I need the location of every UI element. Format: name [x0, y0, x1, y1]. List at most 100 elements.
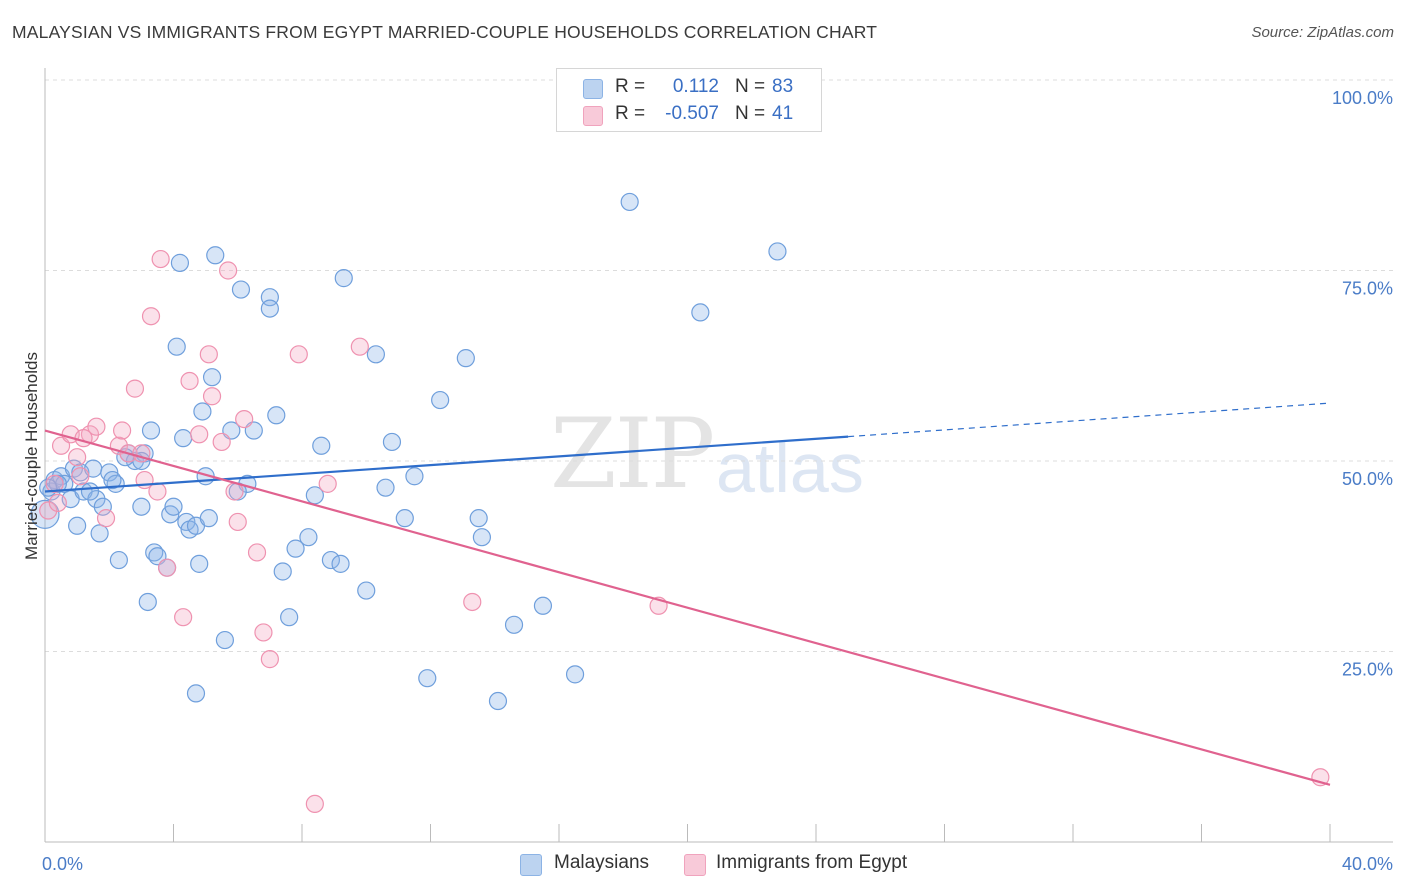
- point-malaysians: [260, 299, 279, 318]
- point-malaysians: [215, 630, 234, 650]
- legend-row-malaysians: R = 0.112 N = 83: [557, 73, 821, 101]
- point-malaysians: [103, 470, 122, 490]
- point-egypt: [39, 501, 58, 520]
- trend-line-egypt: [44, 429, 1331, 786]
- point-egypt: [463, 592, 482, 612]
- point-malaysians: [357, 581, 376, 600]
- point-malaysians: [395, 509, 414, 528]
- point-malaysians: [93, 497, 112, 516]
- point-egypt: [305, 794, 324, 814]
- point-malaysians: [331, 554, 350, 573]
- point-egypt: [96, 509, 116, 528]
- series-legend: Malaysians Immigrants from Egypt: [0, 852, 1406, 878]
- point-malaysians: [206, 246, 225, 265]
- point-malaysians: [472, 528, 491, 547]
- point-malaysians: [312, 436, 331, 455]
- point-malaysians: [90, 524, 109, 543]
- legend-r-label: R =: [615, 103, 646, 124]
- point-malaysians: [132, 497, 151, 516]
- point-malaysians: [321, 550, 341, 570]
- y-tick-label: 100.0%: [1332, 88, 1393, 108]
- point-egypt: [151, 249, 170, 269]
- watermark-atlas: atlas: [716, 429, 864, 507]
- y-tick-label: 50.0%: [1342, 469, 1393, 489]
- point-egypt: [74, 429, 93, 448]
- legend-r-label: R =: [615, 76, 646, 97]
- axes: [44, 68, 1393, 843]
- point-egypt: [235, 409, 254, 429]
- legend-swatch-egypt: [583, 106, 603, 126]
- point-egypt: [228, 512, 247, 532]
- point-malaysians: [565, 665, 585, 684]
- point-malaysians: [68, 516, 87, 535]
- legend-r-value: 0.112: [672, 76, 719, 97]
- point-malaysians: [190, 554, 209, 573]
- point-malaysians: [186, 684, 206, 703]
- point-malaysians: [280, 608, 299, 627]
- point-egypt: [125, 379, 145, 398]
- x-tick-label: 40.0%: [1342, 854, 1393, 874]
- point-malaysians: [138, 592, 157, 612]
- point-malaysians: [376, 478, 395, 497]
- point-egypt: [180, 371, 199, 391]
- legend-n-label: N =: [735, 76, 766, 97]
- y-tick-label: 25.0%: [1342, 660, 1393, 680]
- point-malaysians: [620, 192, 639, 212]
- point-malaysians: [141, 421, 161, 440]
- point-malaysians: [418, 669, 437, 688]
- point-malaysians: [199, 509, 218, 528]
- point-egypt: [87, 417, 106, 436]
- point-malaysians: [286, 539, 305, 558]
- grid-lines: [45, 79, 1393, 652]
- point-malaysians: [469, 509, 488, 528]
- point-egypt: [247, 543, 267, 562]
- point-malaysians: [273, 562, 292, 581]
- point-malaysians: [167, 337, 186, 356]
- point-egypt: [157, 558, 177, 577]
- point-egypt: [148, 482, 167, 501]
- point-egypt: [141, 307, 161, 326]
- series-label-egypt: Immigrants from Egypt: [716, 852, 908, 873]
- tick-labels: 25.0% 50.0% 75.0% 100.0% 0.0% 40.0%: [42, 88, 1393, 874]
- source-label: Source: ZipAtlas.com: [1251, 24, 1394, 41]
- point-egypt: [350, 337, 369, 356]
- point-egypt: [174, 608, 193, 627]
- point-malaysians: [691, 303, 710, 322]
- legend-n-value: 83: [772, 76, 794, 97]
- point-egypt: [45, 474, 64, 493]
- point-malaysians: [768, 242, 787, 261]
- point-malaysians: [504, 615, 524, 634]
- point-malaysians: [533, 596, 553, 615]
- x-tick-label: 0.0%: [42, 854, 83, 874]
- point-egypt: [260, 650, 279, 669]
- legend-n-value: 41: [772, 103, 794, 124]
- point-malaysians: [170, 253, 190, 272]
- point-malaysians: [334, 269, 353, 288]
- legend-swatch-malaysians: [583, 79, 603, 99]
- point-egypt: [254, 623, 273, 642]
- point-egypt: [190, 425, 209, 444]
- point-malaysians: [87, 490, 106, 509]
- series-swatch-egypt: [684, 854, 706, 876]
- point-egypt: [48, 493, 67, 513]
- point-egypt: [112, 421, 132, 440]
- legend-r-value: -0.507: [665, 103, 719, 124]
- point-malaysians: [109, 550, 128, 570]
- point-egypt: [202, 387, 222, 406]
- point-egypt: [289, 345, 308, 364]
- point-malaysians: [366, 345, 385, 364]
- point-egypt: [68, 448, 87, 467]
- legend-n-label: N =: [735, 103, 766, 124]
- point-malaysians: [488, 691, 508, 711]
- correlation-legend: R = 0.112 N = 83 R = -0.507 N = 41: [556, 68, 822, 132]
- point-malaysians: [231, 280, 251, 299]
- trend-lines: [44, 402, 1331, 786]
- point-malaysians: [193, 402, 212, 421]
- series-label-malaysians: Malaysians: [554, 852, 650, 873]
- point-malaysians: [456, 349, 475, 368]
- point-malaysians: [164, 497, 183, 516]
- point-egypt: [318, 474, 337, 493]
- point-malaysians: [405, 467, 424, 486]
- data-points: [30, 192, 1330, 814]
